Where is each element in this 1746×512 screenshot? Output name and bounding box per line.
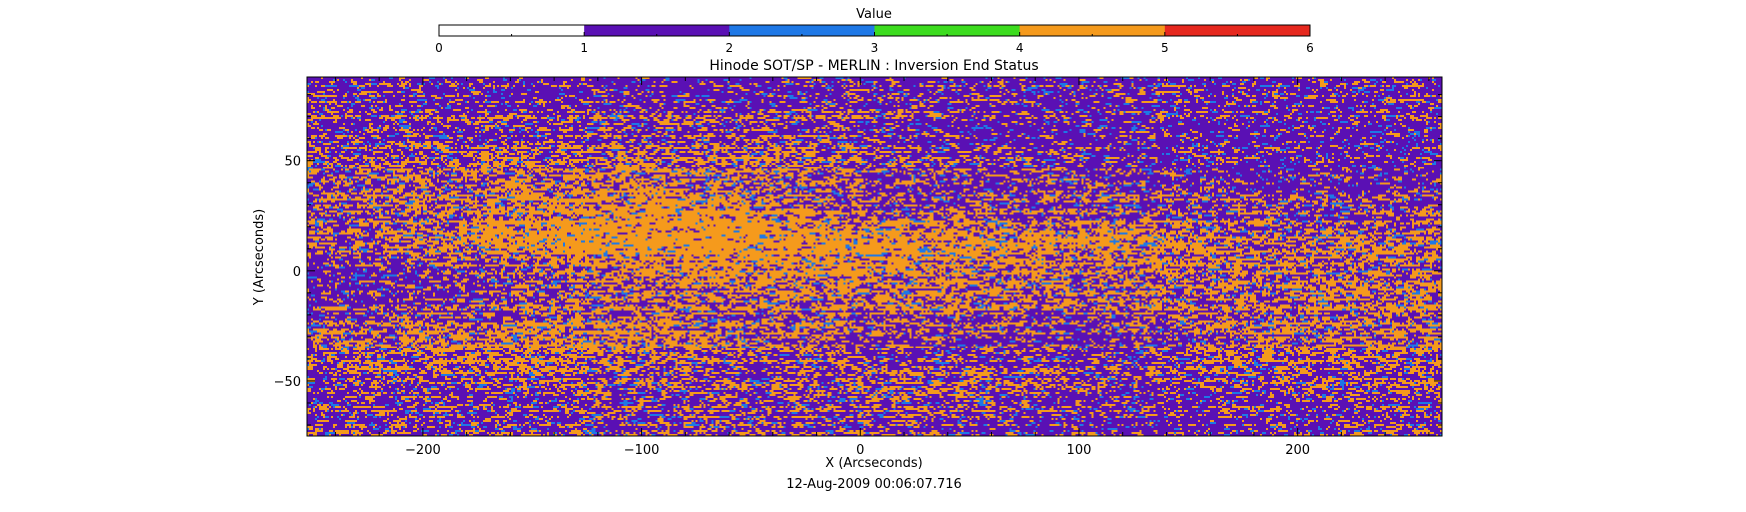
colorbar-frame [438,24,1311,37]
plot-area: −200 −100 0 100 200 −50 0 50 [274,76,1443,458]
x-tick-label: 200 [1285,443,1310,458]
colorbar-segment [874,25,1021,36]
timestamp: 12-Aug-2009 00:06:07.716 [786,477,962,492]
colorbar-tick-label: 1 [580,41,588,55]
x-axis-label: X (Arcseconds) [825,456,922,471]
colorbar-segments [439,25,1311,36]
y-tick-label: 50 [284,155,301,170]
plot-frame [306,76,1443,437]
colorbar-segment [1164,25,1311,36]
x-tick-label: −100 [624,443,660,458]
colorbar: Value 0 1 2 3 4 5 6 [435,7,1314,55]
y-axis-ticks: −50 0 50 [274,94,1442,426]
x-tick-label: 100 [1067,443,1092,458]
x-tick-label: 0 [856,443,864,458]
y-axis-label: Y (Arcseconds) [252,209,267,306]
chart-title: Hinode SOT/SP - MERLIN : Inversion End S… [709,58,1038,74]
colorbar-tick-label: 2 [726,41,734,55]
x-axis-ticks: −200 −100 0 100 200 [334,77,1430,458]
y-tick-label: −50 [274,375,301,390]
colorbar-segment [1019,25,1166,36]
heatmap-image [307,77,1442,436]
colorbar-tick-label: 4 [1016,41,1024,55]
y-tick-label: 0 [293,265,301,280]
colorbar-tick-label: 6 [1306,41,1314,55]
colorbar-segment [584,25,730,36]
x-tick-label: −200 [405,443,441,458]
colorbar-tick-label: 3 [871,41,879,55]
colorbar-segment [439,25,585,36]
colorbar-label: Value [856,7,892,22]
colorbar-tick-label: 0 [435,41,443,55]
colorbar-tick-label: 5 [1161,41,1169,55]
colorbar-segment [729,25,875,36]
